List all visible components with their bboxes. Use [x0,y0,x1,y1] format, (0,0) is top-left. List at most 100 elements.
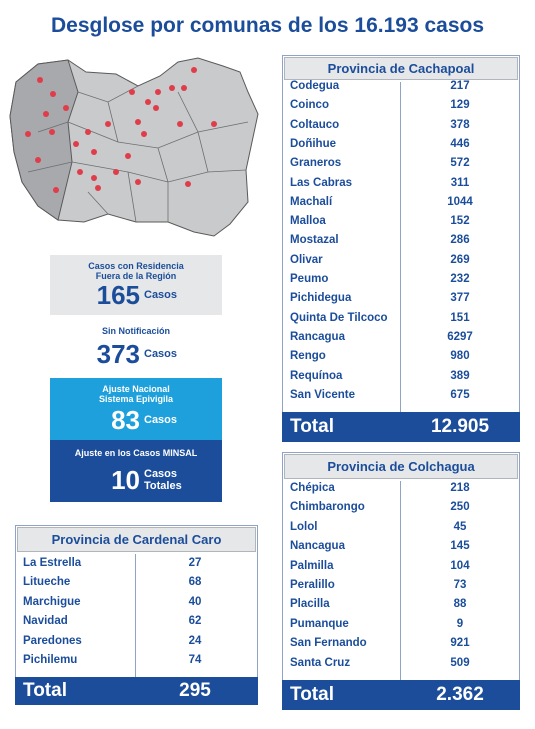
column-divider [400,82,401,413]
map-pins [25,67,217,193]
total-label: Total [290,416,334,438]
commune-cases: 269 [450,253,470,266]
commune-cases: 104 [450,559,470,572]
commune-name: Nancagua [290,540,345,553]
column-divider [135,554,136,678]
commune-name: Coltauco [290,118,340,131]
commune-cases: 74 [188,654,202,666]
commune-name: Codegua [290,80,340,92]
commune-name: Litueche [23,576,71,589]
box-label: Sistema Epivigila [98,394,174,404]
total-value: 295 [179,680,211,702]
total-value: 12.905 [430,416,490,438]
commune-name: Graneros [290,157,342,170]
commune-cases: 145 [450,540,470,553]
commune-cases: 9 [456,617,464,630]
commune-name: Pumanque [290,617,349,630]
total-row: Total 295 [15,677,258,706]
commune-name: San Fernando [290,637,367,650]
commune-name: Doñihue [290,137,336,150]
stat-box: Ajuste Nacional Sistema Epivigila 83 Casos [50,378,222,440]
commune-cases: 921 [450,637,470,650]
box-unit: Casos [144,468,178,480]
page-title: Desglose por comunas de los 16.193 casos [50,14,485,37]
map-borders [27,85,249,223]
table [282,55,520,443]
commune-cases: 286 [450,234,470,247]
commune-name: Peralillo [290,579,335,591]
box-unit: Casos [144,348,178,360]
table [282,452,520,710]
commune-name: La Estrella [23,557,82,569]
commune-name: Olivar [290,253,323,266]
commune-name: Paredones [23,634,82,647]
commune-cases: 24 [188,634,202,647]
stat-box: Sin Notificación 373 Casos [50,322,222,372]
commune-cases: 62 [188,615,202,628]
commune-cases: 250 [450,501,470,514]
box-number: 165 [96,280,140,310]
commune-name: Pichilemu [23,654,78,666]
commune-name: Rengo [290,350,326,363]
box-unit: Casos [144,414,178,426]
commune-name: Navidad [23,615,68,628]
box-label: Ajuste Nacional [102,384,170,394]
stat-box: Ajuste en los Casos MINSAL 10 Casos Totales [50,440,222,502]
box-label: Fuera de la Región [95,271,177,281]
table-header: Provincia de Colchagua [284,454,518,479]
table-header: Provincia de Cardenal Caro [17,527,256,552]
commune-cases: 45 [453,520,467,533]
commune-name: Requínoa [290,369,343,382]
map-province [9,59,79,221]
commune-name: Lolol [290,520,318,533]
commune-name: Placilla [290,598,330,611]
box-label: Ajuste en los Casos MINSAL [74,448,198,458]
total-value: 2.362 [436,684,484,705]
commune-cases: 232 [450,273,470,285]
total-row: Total 12.905 [282,412,520,443]
commune-cases: 73 [453,579,467,591]
commune-name: Pichidegua [290,292,352,305]
commune-name: Malloa [290,215,326,228]
total-label: Total [290,684,334,705]
commune-cases: 40 [188,595,202,608]
table-header: Provincia de Cachapoal [284,57,518,80]
box-number: 373 [96,339,140,369]
commune-cases: 152 [450,215,470,228]
box-label: Casos con Residencia [88,261,184,271]
commune-cases: 377 [450,292,470,305]
box-number: 83 [111,405,140,435]
commune-cases: 980 [450,350,470,363]
commune-name: San Vicente [290,388,355,401]
commune-cases: 217 [450,80,470,92]
commune-name: Las Cabras [290,176,353,189]
commune-name: Peumo [290,273,329,285]
commune-name: Quinta De Tilcoco [290,311,388,324]
commune-name: Machalí [290,195,333,208]
total-row: Total 2.362 [282,680,520,710]
commune-cases: 129 [450,99,470,112]
commune-cases: 151 [450,311,470,324]
commune-cases: 378 [450,118,470,131]
commune-name: Palmilla [290,559,334,572]
total-label: Total [23,680,67,702]
box-label: Sin Notificación [101,326,170,336]
commune-cases: 218 [450,482,470,494]
commune-cases: 509 [450,656,470,669]
commune-name: Rancagua [290,330,345,343]
commune-cases: 389 [450,369,470,382]
commune-cases: 1044 [447,195,473,208]
commune-cases: 27 [188,557,202,569]
box-unit: Totales [144,480,182,492]
column-divider [400,481,401,680]
commune-cases: 311 [450,176,470,189]
table [15,525,258,706]
commune-cases: 68 [188,576,202,589]
commune-name: Coinco [290,99,329,112]
commune-name: Chépica [290,482,335,494]
region-map [9,57,259,237]
commune-name: Marchigue [23,595,81,608]
commune-cases: 446 [450,137,470,150]
commune-name: Mostazal [290,234,339,247]
